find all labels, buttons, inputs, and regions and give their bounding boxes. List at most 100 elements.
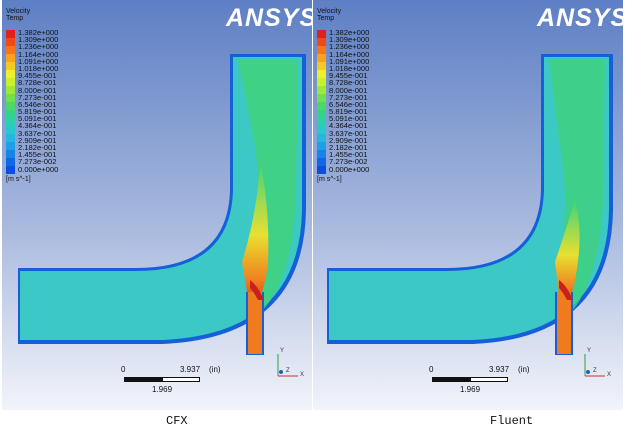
scale-mid-label: 1.969 <box>460 385 481 394</box>
legend-value: 1.091e+000 <box>18 56 59 66</box>
legend-value: 1.382e+000 <box>329 28 370 37</box>
legend-swatch <box>317 54 326 62</box>
caption-cfx: CFX <box>166 414 188 428</box>
legend-swatch <box>317 142 326 150</box>
legend-value: 6.546e-001 <box>18 99 57 109</box>
legend-swatch <box>6 142 15 150</box>
legend-title-variable: Velocity <box>317 8 342 15</box>
legend-value: 1.018e+000 <box>329 63 370 73</box>
legend-value: 4.364e-001 <box>18 121 57 131</box>
legend-labels: 1.382e+000 1.309e+000 1.236e+000 1.164e+000… <box>329 29 369 173</box>
legend-value: 1.455e-001 <box>329 150 368 160</box>
legend-value: 5.819e-001 <box>329 107 368 117</box>
legend-value: 4.364e-001 <box>329 121 368 131</box>
legend-swatch <box>317 30 326 38</box>
legend-swatch <box>317 86 326 94</box>
axis-x-label: X <box>607 372 612 378</box>
caption-fluent: Fluent <box>490 414 534 428</box>
legend-value: 1.382e+000 <box>18 28 59 37</box>
legend-swatch <box>317 158 326 166</box>
axis-x-label: X <box>300 372 305 378</box>
legend-value: 7.273e-002 <box>329 157 368 167</box>
flow-contour-plot <box>313 0 623 410</box>
legend-swatch <box>317 118 326 126</box>
legend-units: [m s^-1] <box>6 176 31 183</box>
legend-value: 1.236e+000 <box>18 42 59 52</box>
legend-color-bar <box>6 30 15 174</box>
legend-swatch <box>6 86 15 94</box>
legend-value: 6.546e-001 <box>329 99 368 109</box>
legend-swatch <box>6 126 15 134</box>
legend-value: 3.637e-001 <box>329 128 368 138</box>
legend-value: 9.455e-001 <box>18 71 57 81</box>
ansys-logo: ANSYS <box>226 4 312 32</box>
legend-value: 1.091e+000 <box>329 56 370 66</box>
scale-zero-label: 0 <box>429 365 434 374</box>
legend-value: 3.637e-001 <box>18 128 57 138</box>
legend-value: 0.000e+000 <box>18 164 59 174</box>
legend-swatch <box>6 94 15 102</box>
flow-contour-plot <box>2 0 312 410</box>
scale-zero-label: 0 <box>121 365 126 374</box>
legend-swatch <box>6 30 15 38</box>
legend-value: 2.909e-001 <box>18 135 57 145</box>
legend-swatch <box>317 150 326 158</box>
legend-swatch <box>317 134 326 142</box>
legend-value: 5.091e-001 <box>18 114 57 124</box>
legend-swatch <box>317 46 326 54</box>
legend-value: 2.182e-001 <box>18 143 57 152</box>
legend-swatch <box>317 94 326 102</box>
legend-swatch <box>317 38 326 46</box>
legend-swatch <box>6 134 15 142</box>
scale-max-label: 3.937 <box>489 365 510 374</box>
legend-value: 1.455e-001 <box>18 150 57 160</box>
axis-triad <box>277 354 298 377</box>
legend-swatch <box>6 158 15 166</box>
legend-swatch <box>6 78 15 86</box>
legend-value: 0.000e+000 <box>329 164 370 174</box>
legend-value: 1.309e+000 <box>329 35 370 45</box>
legend-value: 8.000e-001 <box>329 85 368 95</box>
legend-value: 2.182e-001 <box>329 143 368 152</box>
legend-value: 8.000e-001 <box>18 85 57 95</box>
legend-swatch <box>6 38 15 46</box>
legend-value: 7.273e-002 <box>18 157 57 167</box>
scale-max-label: 3.937 <box>180 365 201 374</box>
legend-value: 8.728e-001 <box>18 78 57 88</box>
axis-y-label: Y <box>587 348 592 354</box>
scale-bar-light <box>162 377 200 382</box>
legend-value: 7.273e-001 <box>18 92 57 102</box>
scale-mid-label: 1.969 <box>152 385 173 394</box>
legend-value: 8.728e-001 <box>329 78 368 88</box>
scale-bar-dark <box>124 377 162 382</box>
axis-triad <box>584 354 605 377</box>
legend-swatch <box>317 126 326 134</box>
scale-unit-label: (in) <box>209 365 221 374</box>
legend-value: 5.819e-001 <box>18 107 57 117</box>
legend-title-locator: Temp <box>6 15 24 22</box>
legend-swatch <box>317 102 326 110</box>
scale-bar-dark <box>432 377 470 382</box>
legend-value: 1.018e+000 <box>18 63 59 73</box>
axis-z-label: Z <box>286 368 290 374</box>
legend-labels: 1.382e+000 1.309e+000 1.236e+000 1.164e+000… <box>18 29 58 173</box>
legend-swatch <box>6 166 15 174</box>
axis-y-label: Y <box>280 348 285 354</box>
legend-value: 9.455e-001 <box>329 71 368 81</box>
legend-value: 7.273e-001 <box>329 92 368 102</box>
legend-swatch <box>6 70 15 78</box>
legend-swatch <box>317 166 326 174</box>
legend-swatch <box>6 46 15 54</box>
scale-bar-light <box>470 377 508 382</box>
cfx-result-panel: Velocity Temp 1.382e+000 1.309e+000 1.236e… <box>2 0 312 410</box>
axis-z-label: Z <box>593 368 597 374</box>
legend-swatch <box>6 54 15 62</box>
legend-swatch <box>6 110 15 118</box>
legend-value: 1.236e+000 <box>329 42 370 52</box>
legend-swatch <box>317 70 326 78</box>
ansys-logo: ANSYS <box>537 4 623 32</box>
fluent-result-panel: Velocity Temp 1.382e+000 1.309e+000 1.236e… <box>313 0 623 410</box>
legend-value: 5.091e-001 <box>329 114 368 124</box>
legend-title-locator: Temp <box>317 15 335 22</box>
legend-value: 1.309e+000 <box>18 35 59 45</box>
